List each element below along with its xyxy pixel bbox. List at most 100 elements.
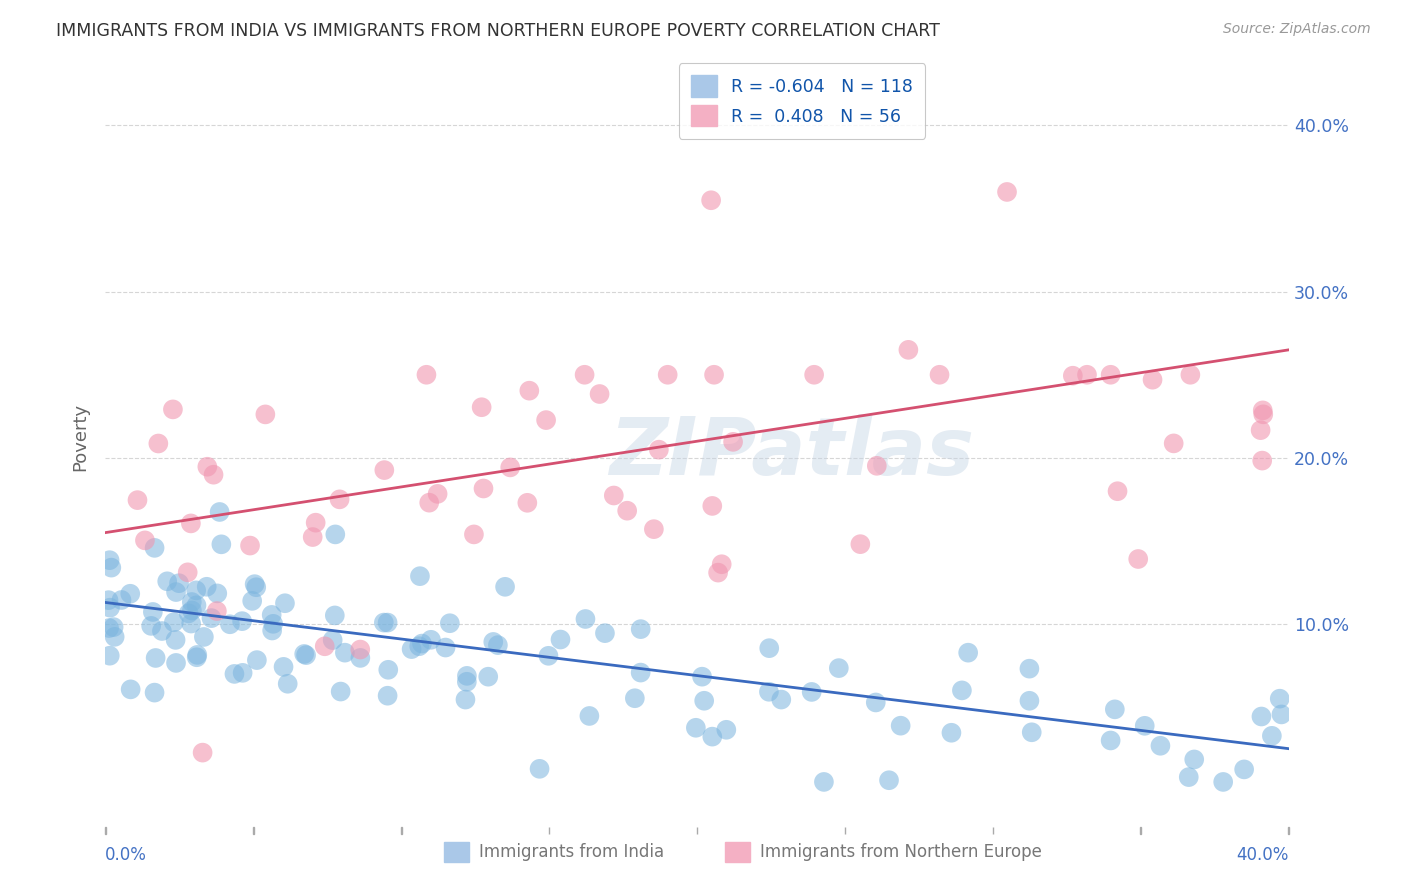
Point — [150, 624, 173, 638]
Point — [702, 499, 724, 513]
Point — [274, 596, 297, 610]
Point — [690, 670, 713, 684]
Point — [97, 593, 120, 607]
Text: ZIPatlas: ZIPatlas — [609, 414, 974, 491]
Point — [262, 624, 284, 638]
Point — [186, 650, 208, 665]
Point — [813, 775, 835, 789]
Point — [685, 721, 707, 735]
Point — [145, 651, 167, 665]
Point — [143, 541, 166, 555]
Point — [534, 413, 557, 427]
Point — [167, 576, 190, 591]
Point — [408, 639, 430, 653]
Point — [1163, 436, 1185, 450]
Point — [1268, 691, 1291, 706]
Point — [177, 566, 200, 580]
Point — [603, 488, 626, 502]
Point — [314, 640, 336, 654]
Point — [499, 460, 522, 475]
Point — [323, 527, 346, 541]
Point — [1107, 484, 1129, 499]
Point — [239, 539, 262, 553]
Point — [849, 537, 872, 551]
Point — [702, 730, 724, 744]
Point — [207, 586, 229, 600]
Point — [349, 642, 371, 657]
Point — [721, 434, 744, 449]
Point — [1251, 453, 1274, 467]
Point — [550, 632, 572, 647]
Point — [866, 458, 889, 473]
Point — [529, 762, 551, 776]
Point — [373, 615, 395, 630]
Point — [415, 368, 437, 382]
Point — [950, 683, 973, 698]
Text: 0.0%: 0.0% — [105, 846, 148, 863]
Point — [716, 723, 738, 737]
Point — [472, 482, 495, 496]
Point — [277, 677, 299, 691]
Point — [630, 622, 652, 636]
Point — [707, 566, 730, 580]
Point — [1261, 729, 1284, 743]
Point — [1133, 719, 1156, 733]
Text: Immigrants from India: Immigrants from India — [479, 843, 664, 861]
Point — [877, 773, 900, 788]
Point — [1076, 368, 1098, 382]
Point — [110, 593, 132, 607]
Point — [1149, 739, 1171, 753]
Point — [758, 685, 780, 699]
Point — [456, 674, 478, 689]
Point — [588, 387, 610, 401]
Point — [516, 496, 538, 510]
Point — [373, 463, 395, 477]
Point — [103, 620, 125, 634]
Point — [700, 194, 723, 208]
Point — [537, 648, 560, 663]
Point — [180, 595, 202, 609]
Point — [928, 368, 950, 382]
Point — [98, 648, 121, 663]
Point — [477, 670, 499, 684]
Point — [828, 661, 851, 675]
Point — [897, 343, 920, 357]
Point — [323, 608, 346, 623]
Point — [426, 487, 449, 501]
Point — [98, 600, 121, 615]
Point — [98, 553, 121, 567]
Point — [574, 368, 596, 382]
Point — [240, 594, 263, 608]
Point — [471, 401, 494, 415]
Point — [624, 691, 647, 706]
Point — [1099, 733, 1122, 747]
Point — [1099, 368, 1122, 382]
Point — [243, 577, 266, 591]
Point — [231, 614, 253, 628]
Point — [890, 719, 912, 733]
Point — [957, 646, 980, 660]
Point — [411, 636, 433, 650]
Point — [180, 603, 202, 617]
Point — [1270, 707, 1292, 722]
Point — [456, 669, 478, 683]
Legend: R = -0.604   N = 118, R =  0.408   N = 56: R = -0.604 N = 118, R = 0.408 N = 56 — [679, 63, 925, 138]
Point — [463, 527, 485, 541]
Point — [180, 516, 202, 531]
Text: Source: ZipAtlas.com: Source: ZipAtlas.com — [1223, 22, 1371, 37]
Point — [127, 493, 149, 508]
Point — [401, 642, 423, 657]
Point — [120, 682, 142, 697]
Point — [1018, 662, 1040, 676]
Point — [142, 605, 165, 619]
Point — [1021, 725, 1043, 739]
Point — [224, 667, 246, 681]
Point — [329, 684, 352, 698]
Text: IMMIGRANTS FROM INDIA VS IMMIGRANTS FROM NORTHERN EUROPE POVERTY CORRELATION CHA: IMMIGRANTS FROM INDIA VS IMMIGRANTS FROM… — [56, 22, 941, 40]
Point — [200, 611, 222, 625]
Point — [273, 660, 295, 674]
Point — [703, 368, 725, 382]
Point — [420, 632, 443, 647]
Point — [494, 580, 516, 594]
Text: 40.0%: 40.0% — [1236, 846, 1289, 863]
